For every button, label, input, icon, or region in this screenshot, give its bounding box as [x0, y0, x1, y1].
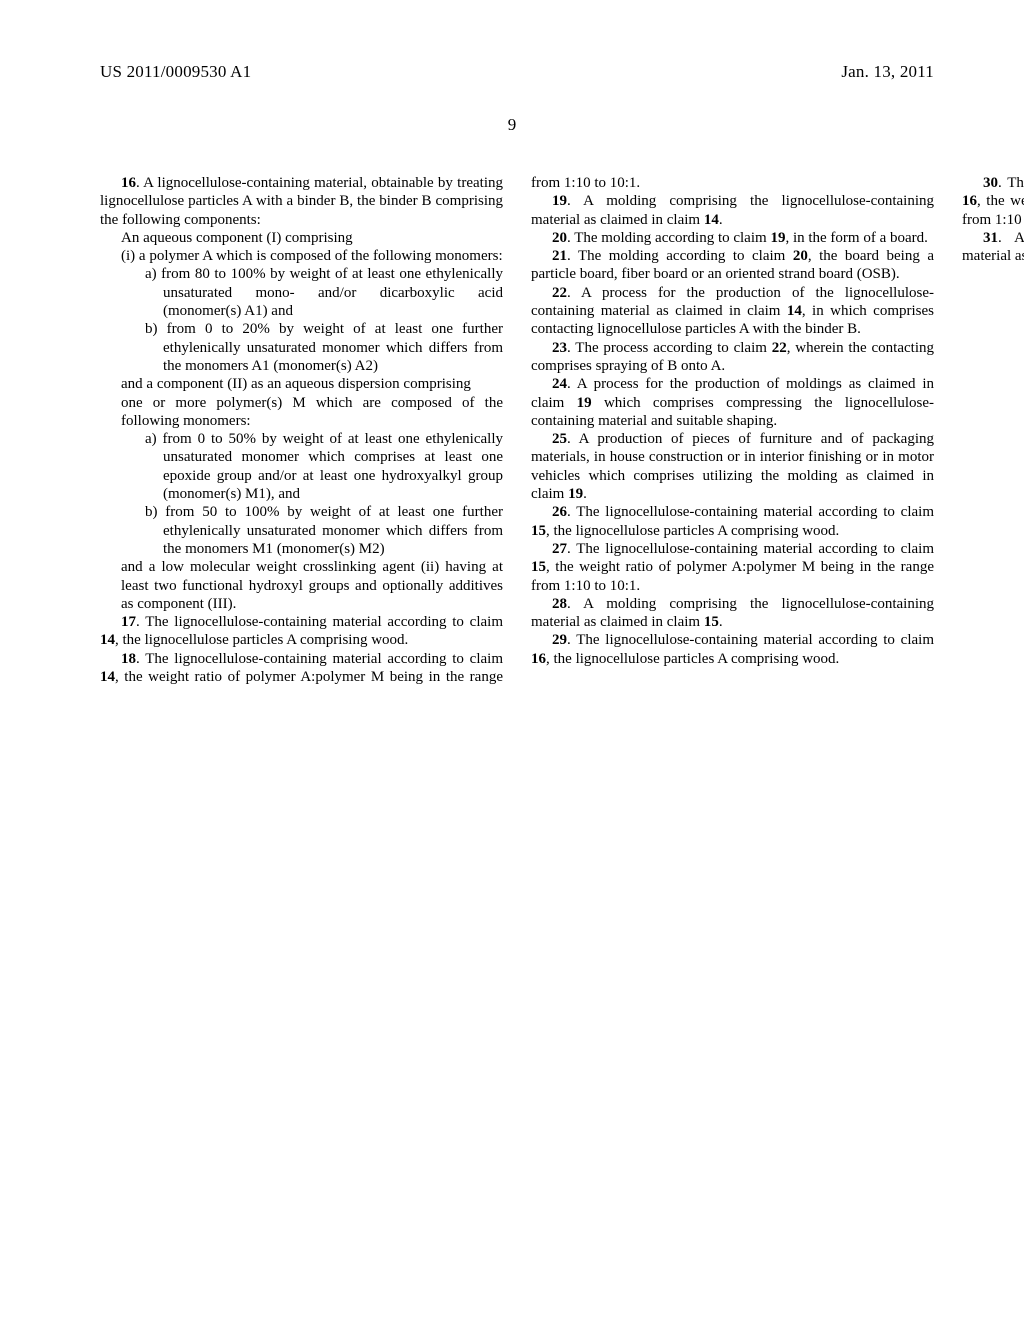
claim-number: 22 — [552, 285, 567, 301]
claim-number: 31 — [983, 230, 998, 246]
claim-body-line: one or more polymer(s) M which are compo… — [100, 394, 503, 431]
claim-number: 20 — [552, 230, 567, 246]
claim-ref: 19 — [770, 230, 785, 246]
claim-body-line: b) from 0 to 20% by weight of at least o… — [100, 320, 503, 375]
claim-21: 21. The molding according to claim 20, t… — [531, 247, 934, 284]
claim-number: 27 — [552, 541, 567, 557]
claim-number: 21 — [552, 248, 567, 264]
publication-number: US 2011/0009530 A1 — [100, 62, 251, 82]
claim-31: 31. A molding comprising the lignocellul… — [962, 229, 1024, 266]
claim-17: 17. The lignocellulose-containing materi… — [100, 613, 503, 650]
page-header: US 2011/0009530 A1 Jan. 13, 2011 — [100, 62, 934, 82]
claim-20: 20. The molding according to claim 19, i… — [531, 229, 934, 247]
claim-26: 26. The lignocellulose-containing materi… — [531, 503, 934, 540]
claim-ref: 14 — [787, 303, 802, 319]
claim-number: 19 — [552, 193, 567, 209]
claim-number: 28 — [552, 596, 567, 612]
claim-ref: 19 — [577, 395, 592, 411]
claim-16: 16. A lignocellulose-containing material… — [100, 174, 503, 229]
claim-ref: 16 — [962, 193, 977, 209]
claim-body-line: a) from 0 to 50% by weight of at least o… — [100, 430, 503, 503]
claims-columns: 16. A lignocellulose-containing material… — [100, 174, 934, 694]
claim-22: 22. A process for the production of the … — [531, 284, 934, 339]
page-number: 9 — [0, 115, 1024, 135]
claim-ref: 14 — [100, 632, 115, 648]
claim-ref: 14 — [100, 669, 115, 685]
claim-ref: 22 — [772, 340, 787, 356]
claim-ref: 15 — [704, 614, 719, 630]
claim-number: 18 — [121, 651, 136, 667]
claim-number: 24 — [552, 376, 567, 392]
claim-number: 29 — [552, 632, 567, 648]
claim-body-line: b) from 50 to 100% by weight of at least… — [100, 503, 503, 558]
end-marker: * * * * * — [962, 265, 1024, 283]
claim-27: 27. The lignocellulose-containing materi… — [531, 540, 934, 595]
claim-ref: 14 — [704, 212, 719, 228]
claim-body-line: An aqueous component (I) comprising — [100, 229, 503, 247]
claim-number: 30 — [983, 175, 998, 191]
claim-23: 23. The process according to claim 22, w… — [531, 339, 934, 376]
claim-body-line: a) from 80 to 100% by weight of at least… — [100, 265, 503, 320]
claim-29: 29. The lignocellulose-containing materi… — [531, 631, 934, 668]
claim-ref: 20 — [793, 248, 808, 264]
claim-19: 19. A molding comprising the lignocellul… — [531, 192, 934, 229]
claim-ref: 15 — [531, 559, 546, 575]
claim-number: 17 — [121, 614, 136, 630]
claim-body-line: (i) a polymer A which is composed of the… — [100, 247, 503, 265]
claim-ref: 16 — [531, 651, 546, 667]
claim-ref: 19 — [568, 486, 583, 502]
claim-number: 25 — [552, 431, 567, 447]
claim-28: 28. A molding comprising the lignocellul… — [531, 595, 934, 632]
claim-body-line: and a low molecular weight crosslinking … — [100, 558, 503, 613]
claim-25: 25. A production of pieces of furniture … — [531, 430, 934, 503]
claim-ref: 15 — [531, 523, 546, 539]
claim-30: 30. The lignocellulose-containing materi… — [962, 174, 1024, 229]
claim-24: 24. A process for the production of mold… — [531, 375, 934, 430]
claim-body-line: and a component (II) as an aqueous dispe… — [100, 375, 503, 393]
claim-number: 16 — [121, 175, 136, 191]
claim-number: 26 — [552, 504, 567, 520]
claim-number: 23 — [552, 340, 567, 356]
publication-date: Jan. 13, 2011 — [841, 62, 934, 82]
patent-page: US 2011/0009530 A1 Jan. 13, 2011 9 16. A… — [0, 0, 1024, 1320]
